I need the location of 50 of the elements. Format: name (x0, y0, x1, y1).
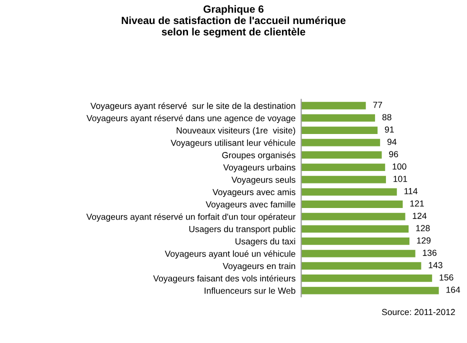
data-label: 77 (373, 102, 382, 108)
y-tick-label: Voyageurs faisant des vols intérieurs (153, 274, 296, 284)
y-tick-label: Voyageurs ayant loué un véhicule (164, 250, 296, 259)
y-tick-label: Voyageurs urbains (223, 164, 296, 172)
data-label: 114 (404, 188, 418, 194)
bar (301, 212, 406, 220)
y-tick-label: Influenceurs sur le Web (204, 287, 296, 294)
y-tick-label: Voyageurs avec amis (212, 188, 296, 197)
data-label: 96 (389, 151, 398, 158)
y-tick-label: Nouveaux visiteurs (1re visite) (176, 127, 296, 136)
bar (301, 151, 382, 159)
y-tick-label: Voyageurs en train (222, 262, 296, 271)
data-label: 143 (428, 262, 442, 268)
y-tick-label: Voyageurs ayant réservé dans une agence de voyage (86, 114, 296, 123)
data-label: 124 (412, 212, 427, 219)
data-label: 121 (410, 200, 424, 207)
bar (301, 114, 376, 122)
bar (301, 126, 378, 134)
data-label: 136 (422, 250, 436, 256)
bar (301, 250, 416, 258)
data-label: 100 (392, 163, 406, 170)
bar (301, 176, 386, 184)
bar (301, 286, 439, 294)
bar (301, 138, 380, 146)
y-tick-label: Groupes organisés (222, 152, 296, 160)
data-label: 128 (416, 225, 430, 232)
bar (301, 225, 409, 233)
y-tick-label: Usagers du taxi (236, 238, 296, 246)
data-label: 91 (384, 126, 394, 133)
data-label: 156 (440, 274, 454, 281)
y-tick-label: Voyageurs seuls (231, 176, 296, 185)
bar (301, 164, 386, 171)
y-tick-label: Usagers du transport public (189, 226, 296, 234)
data-label: 129 (417, 237, 431, 244)
data-label: 164 (446, 286, 460, 293)
bar (301, 188, 397, 196)
chart-title: Graphique 6 Niveau de satisfaction de l'accueil numérique selon le segment de clientèle (122, 5, 346, 38)
data-label: 88 (382, 114, 392, 120)
bar (301, 262, 422, 270)
bar (301, 274, 432, 282)
data-label: 94 (387, 138, 397, 145)
bar (301, 200, 403, 208)
bar (301, 102, 366, 110)
y-tick-label: Voyageurs avec famille (206, 201, 296, 210)
y-tick-label: Voyageurs ayant réservé un forfait d'un tour opérateur (86, 213, 296, 222)
data-label: 101 (394, 176, 408, 182)
y-tick-label: Voyageurs utilisant leur véhicule (170, 139, 296, 148)
source-note: Source: 2011-2012 (382, 308, 455, 316)
y-tick-label: Voyageurs ayant réservé sur le site de la destination (90, 102, 296, 111)
bar (301, 238, 410, 245)
